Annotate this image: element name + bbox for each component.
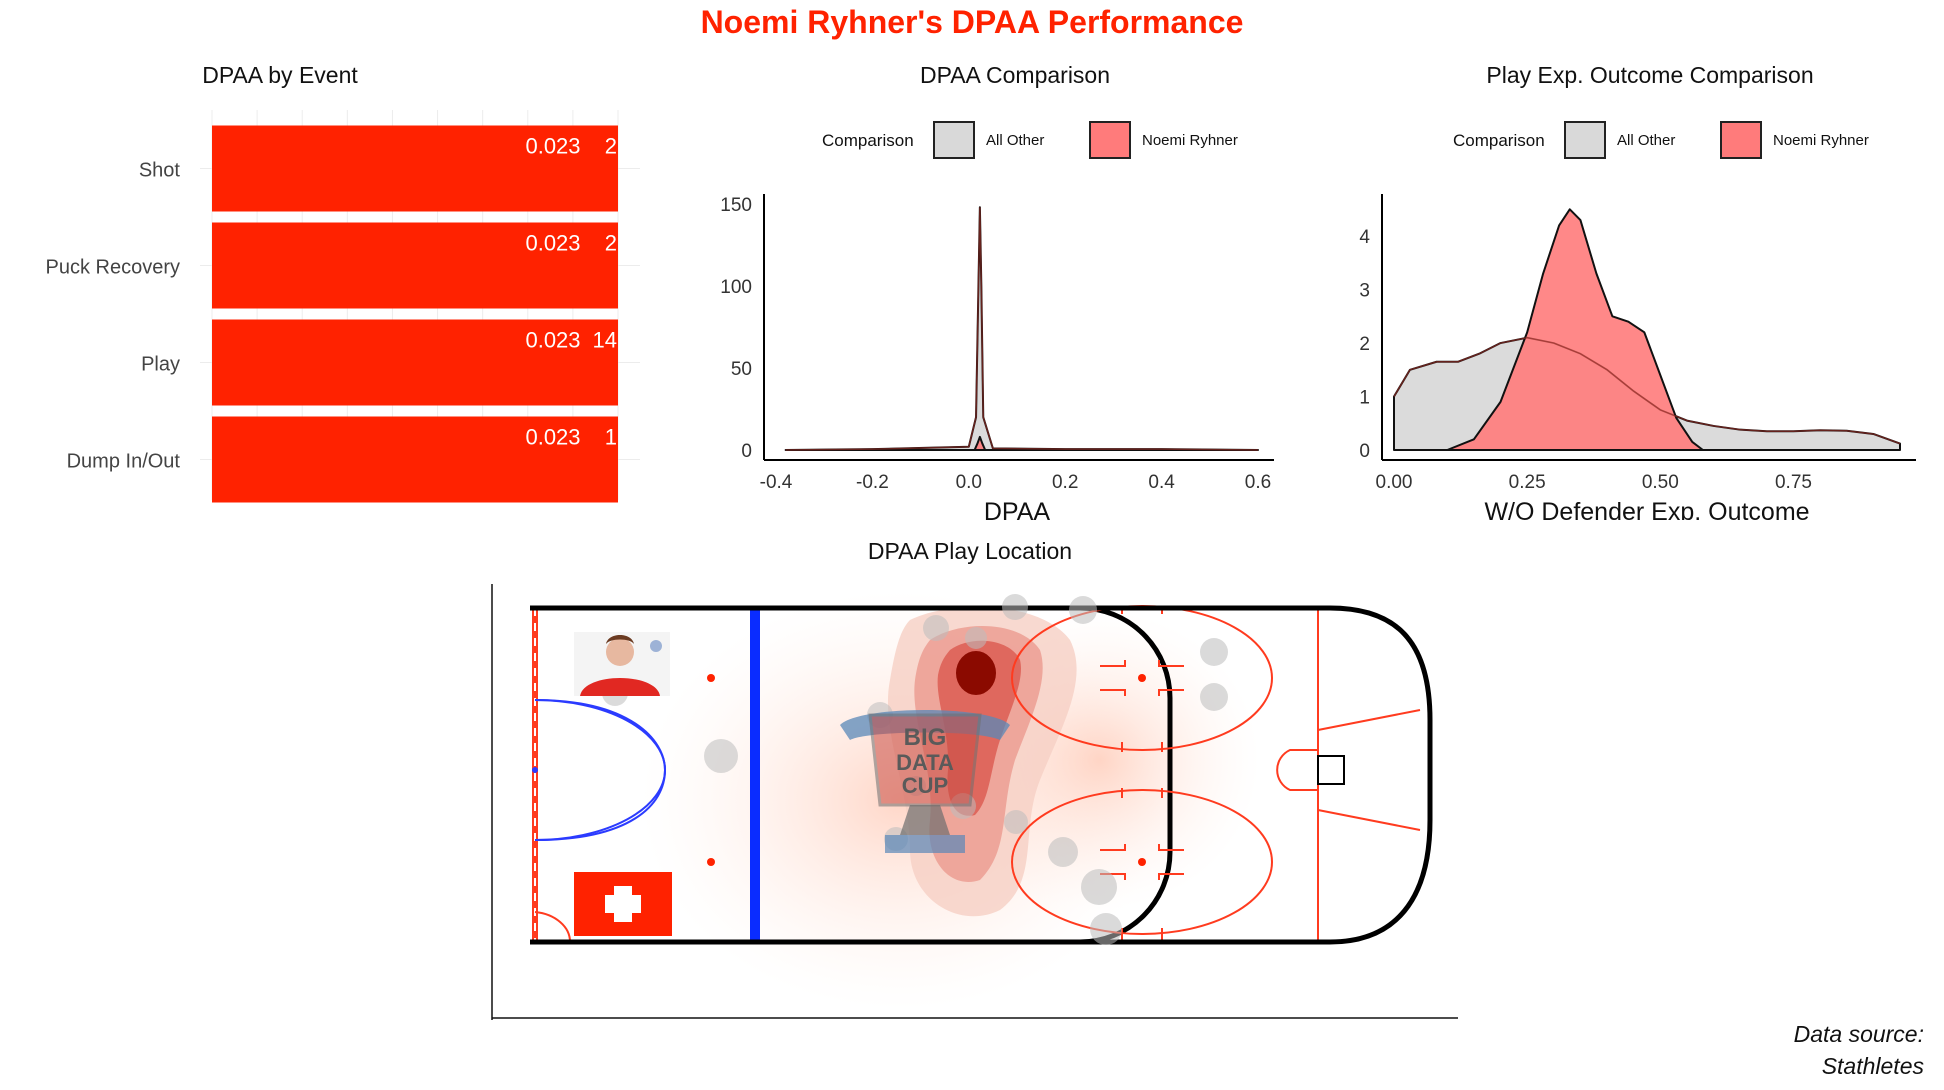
bar-value-label: 0.023 (525, 231, 580, 256)
svg-text:CUP: CUP (902, 773, 948, 798)
outcome-legend: Comparison All Other Noemi Ryhner (1453, 121, 1869, 159)
bar-category-label: Puck Recovery (46, 257, 181, 279)
rink-title: DPAA Play Location (867, 538, 1073, 564)
y-tick-label: 150 (720, 195, 752, 216)
legend-label: All Other (1617, 132, 1675, 149)
x-tick-label: 0.4 (1148, 472, 1175, 493)
y-tick-label: 2 (1359, 334, 1370, 355)
outcome-density-chart: Comparison All Other Noemi Ryhner 0.00 0.25… (1359, 121, 1916, 520)
bar-chart: Shot 0.023 2 Puck Recovery 0.023 2 Play 0.023 14… (46, 110, 640, 503)
legend-key (933, 121, 975, 159)
bar-value-label: 0.023 (525, 134, 580, 159)
x-tick-label: 0.2 (1052, 472, 1078, 493)
y-tick-label: 4 (1359, 227, 1370, 248)
y-tick-label: 1 (1359, 388, 1370, 409)
density-noemi-ryhner (973, 435, 987, 451)
outcome-density-title: Play Exp. Outcome Comparison (1486, 62, 1814, 88)
x-tick-label: 0.00 (1376, 472, 1413, 493)
data-source-caption: Data source: Stathletes (1794, 1018, 1924, 1082)
bar-shot (212, 125, 618, 212)
legend-title: Comparison (822, 131, 914, 150)
rink-outline (530, 605, 1433, 945)
bar-puck-recovery (212, 222, 618, 309)
figure-title: Noemi Ryhner's DPAA Performance (700, 4, 1244, 40)
swiss-flag-icon (574, 872, 672, 936)
bar-category-label: Play (141, 354, 180, 376)
legend-title: Comparison (1453, 131, 1545, 150)
y-tick-label: 3 (1359, 281, 1370, 302)
bar-value-label: 0.023 (525, 425, 580, 450)
svg-text:DATA: DATA (896, 750, 954, 775)
bar-category-label: Shot (139, 160, 181, 182)
bar-count-label: 2 (605, 231, 617, 256)
y-tick-label: 0 (741, 441, 752, 462)
caption-line-1: Data source: (1793, 1021, 1924, 1047)
rink-heatmap: BIG DATA CUP (491, 584, 1458, 1020)
legend-label: Noemi Ryhner (1142, 132, 1238, 149)
bar-dump-in-out (212, 416, 618, 503)
bar-value-label: 0.023 (525, 328, 580, 353)
bar-category-label: Dump In/Out (67, 451, 181, 473)
bar-chart-title: DPAA by Event (202, 62, 358, 88)
bar-count-label: 14 (593, 328, 617, 353)
y-tick-label: 100 (720, 277, 752, 298)
dpaa-density-chart: Comparison All Other Noemi Ryhner -0.4 -0.2… (720, 121, 1274, 520)
x-tick-label: 0.75 (1775, 472, 1812, 493)
x-tick-label: -0.4 (760, 472, 793, 493)
x-axis-label: DPAA (984, 498, 1051, 520)
bar-play (212, 319, 618, 406)
dpaa-plot: -0.4 -0.2 0.0 0.2 0.4 0.6 0 50 100 150 DPAA (720, 194, 1274, 520)
logo-lettering: BIG (904, 724, 947, 751)
event-markers (602, 594, 1228, 945)
outcome-plot: 0.00 0.25 0.50 0.75 0 1 2 3 4 W/O Defender Exp. O… (1359, 194, 1916, 520)
y-tick-label: 0 (1359, 441, 1370, 462)
density-noemi-ryhner (1446, 208, 1704, 451)
legend-key (1720, 121, 1762, 159)
x-tick-label: 0.50 (1642, 472, 1679, 493)
legend-label: Noemi Ryhner (1773, 132, 1869, 149)
legend-key (1089, 121, 1131, 159)
player-photo (574, 632, 670, 696)
x-tick-label: -0.2 (856, 472, 889, 493)
legend-key (1564, 121, 1606, 159)
legend-label: All Other (986, 132, 1044, 149)
rink-lines (532, 605, 1421, 943)
dpaa-density-title: DPAA Comparison (919, 62, 1111, 88)
x-axis-label: W/O Defender Exp. Outcome (1484, 498, 1809, 520)
big-data-cup-logo: BIG DATA CUP (840, 710, 1010, 853)
bar-count-label: 1 (605, 425, 617, 450)
dpaa-legend: Comparison All Other Noemi Ryhner (822, 121, 1238, 159)
y-tick-label: 50 (731, 359, 752, 380)
bar-marks: Shot 0.023 2 Puck Recovery 0.023 2 Play 0.023 14… (46, 125, 618, 503)
density-all-other-line (1393, 336, 1901, 445)
density-all-other (784, 206, 1259, 451)
x-tick-label: 0.6 (1245, 472, 1271, 493)
caption-line-2: Stathletes (1821, 1053, 1924, 1079)
goal-net (1317, 755, 1345, 785)
bar-count-label: 2 (605, 134, 617, 159)
heat-peak (956, 651, 996, 695)
x-tick-label: 0.0 (956, 472, 982, 493)
density-all-other-line (785, 207, 1259, 451)
x-tick-label: 0.25 (1509, 472, 1546, 493)
